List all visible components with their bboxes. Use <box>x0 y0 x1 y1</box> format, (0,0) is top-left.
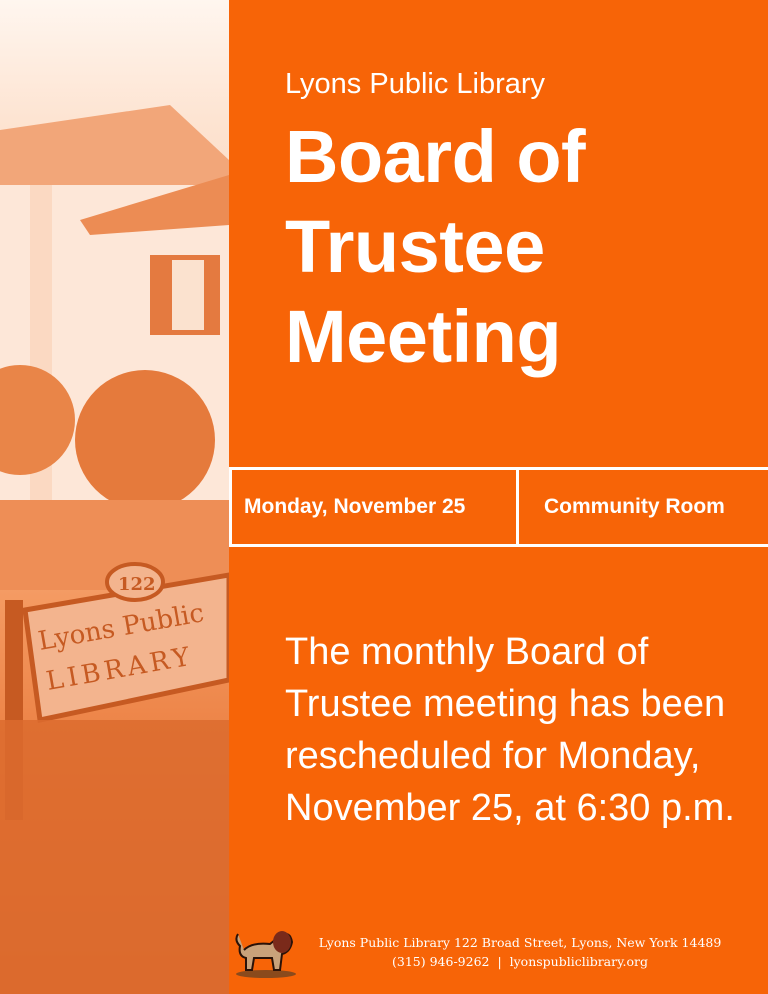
organization-name: Lyons Public Library <box>285 68 546 100</box>
meeting-date: Monday, November 25 <box>232 470 519 544</box>
orange-panel <box>229 0 768 994</box>
footer-phone: (315) 946-9262 <box>392 954 490 969</box>
footer-address: Lyons Public Library 122 Broad Street, L… <box>318 935 722 950</box>
title-line: Trustee <box>285 205 545 288</box>
page-title: Board of Trustee Meeting <box>285 112 586 382</box>
lion-icon <box>232 920 300 980</box>
footer-website-link[interactable]: lyonspubliclibrary.org <box>509 954 648 969</box>
footer-separator: | <box>497 954 502 969</box>
footer-contact: (315) 946-9262 | lyonspubliclibrary.org <box>300 952 740 971</box>
sign-number: 122 <box>118 574 156 595</box>
library-building-photo: 122 Lyons Public LIBRARY <box>0 0 229 994</box>
title-line: Meeting <box>285 295 562 378</box>
meeting-location: Community Room <box>544 495 725 518</box>
title-line: Board of <box>285 115 586 198</box>
announcement-text: The monthly Board of Trustee meeting has… <box>285 631 735 829</box>
footer: Lyons Public Library 122 Broad Street, L… <box>300 933 740 971</box>
meeting-info-box: Monday, November 25 Community Room <box>229 467 768 547</box>
